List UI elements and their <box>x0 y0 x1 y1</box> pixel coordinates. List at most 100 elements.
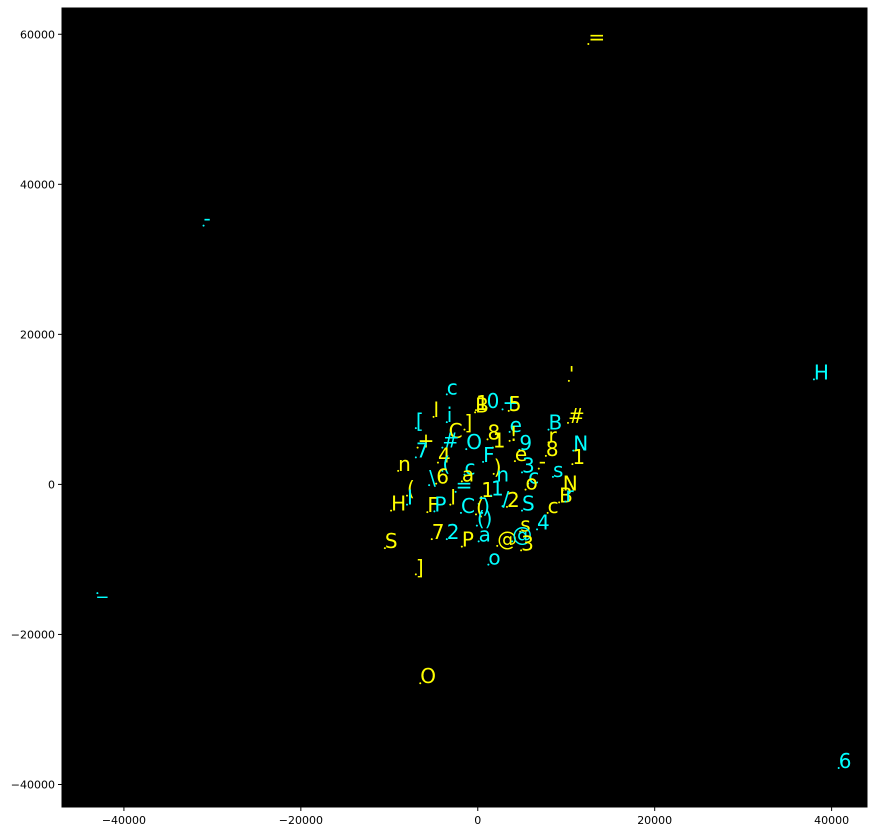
data-point-label: ] <box>416 555 424 579</box>
data-point-marker <box>496 544 499 547</box>
data-point-marker <box>436 461 439 464</box>
data-point-marker <box>518 448 521 451</box>
data-point-marker <box>480 496 483 499</box>
data-point-marker <box>486 438 489 441</box>
x-tick-label: −20000 <box>279 814 323 827</box>
data-point-marker <box>390 509 393 512</box>
data-point-marker <box>445 421 448 424</box>
data-point-label: @ <box>512 522 532 546</box>
data-point-label: N <box>563 471 578 495</box>
data-point-marker <box>414 456 417 459</box>
data-point-marker <box>495 480 498 483</box>
data-point-label: () <box>477 507 493 531</box>
data-point-marker <box>463 473 466 476</box>
data-point-label: O <box>466 430 482 454</box>
data-point-label: [ <box>416 409 424 433</box>
y-tick-label: −40000 <box>11 778 55 791</box>
data-point-label: a <box>462 462 474 486</box>
data-point-label: 1 <box>476 391 489 415</box>
data-point-marker <box>454 490 457 493</box>
data-point-label: ! <box>510 422 518 446</box>
data-point-label: 8 <box>488 420 501 444</box>
data-point-marker <box>487 563 490 566</box>
data-point-label: e <box>510 413 522 437</box>
data-point-label: n <box>496 462 509 486</box>
data-point-marker <box>511 540 514 543</box>
data-point-marker <box>501 505 504 508</box>
data-point-label: C <box>449 419 463 443</box>
x-tick-label: 20000 <box>637 814 672 827</box>
data-point-marker <box>475 524 478 527</box>
data-point-label: 8 <box>546 437 559 461</box>
data-point-marker <box>546 511 549 514</box>
data-point-marker <box>561 489 564 492</box>
data-point-label: 3 <box>521 531 534 555</box>
data-point-marker <box>449 503 452 506</box>
data-point-marker <box>482 460 485 463</box>
data-point-label: s <box>553 458 563 482</box>
data-point-marker <box>397 469 400 472</box>
data-point-label: S <box>385 529 398 553</box>
data-point-marker <box>447 436 450 439</box>
data-point-marker <box>419 682 422 685</box>
data-point-label: @ <box>497 527 517 551</box>
data-point-label: l <box>434 398 440 422</box>
data-point-label: C <box>461 494 475 518</box>
data-point-marker <box>547 441 550 444</box>
data-point-marker <box>520 549 523 552</box>
data-point-label: ( <box>442 452 450 476</box>
data-point-label: ) <box>494 455 502 479</box>
data-point-marker <box>414 573 417 576</box>
data-point-label: 0 <box>487 389 500 413</box>
data-point-label: B <box>549 411 563 435</box>
y-tick-label: 0 <box>48 478 55 491</box>
data-point-label: c <box>465 456 476 480</box>
data-point-label: + <box>503 390 520 414</box>
x-axis: −40000 −20000 0 20000 40000 <box>102 807 849 827</box>
y-axis: −40000 −20000 0 20000 40000 60000 <box>11 28 62 791</box>
data-point-marker <box>812 378 815 381</box>
data-point-label: # <box>442 429 459 453</box>
data-point-marker <box>505 505 508 508</box>
data-point-label: B <box>559 483 573 507</box>
data-point-marker <box>551 475 554 478</box>
data-point-label: 4 <box>438 444 451 468</box>
data-point-label: ' <box>569 362 575 386</box>
data-point-marker <box>414 427 417 430</box>
data-point-label: r <box>549 423 558 447</box>
data-point-label: a <box>479 522 491 546</box>
data-point-label: 3 <box>522 453 535 477</box>
x-tick-label: 40000 <box>814 814 849 827</box>
data-point-marker <box>567 379 570 382</box>
data-point-label: i <box>447 403 453 427</box>
data-point-marker <box>521 471 523 474</box>
data-point-label: H <box>391 492 406 516</box>
data-point-marker <box>524 488 527 491</box>
data-point-label: B <box>475 393 489 417</box>
data-point-label: - <box>479 485 486 509</box>
data-point-label: H <box>814 360 829 384</box>
data-point-label: + <box>418 429 435 453</box>
data-point-marker <box>558 501 561 504</box>
data-point-label: \ <box>429 466 436 490</box>
data-point-marker <box>519 530 522 533</box>
data-point-label: n <box>398 452 411 476</box>
data-point-label: F <box>483 443 495 467</box>
data-point-label: - <box>204 207 211 231</box>
data-point-marker <box>477 540 480 543</box>
data-point-label: ( <box>476 495 484 519</box>
data-point-label: 9 <box>519 431 532 455</box>
data-point-marker <box>433 510 436 513</box>
data-point-label: O <box>420 664 436 688</box>
data-point-marker <box>564 500 567 503</box>
data-point-label: r <box>565 483 574 507</box>
data-point-marker <box>445 393 448 396</box>
data-point-marker <box>383 547 386 550</box>
data-point-marker <box>406 503 408 506</box>
data-point-marker <box>837 766 840 769</box>
data-point-marker <box>485 406 488 409</box>
data-point-label: = <box>456 473 473 497</box>
data-point-marker <box>432 415 435 418</box>
